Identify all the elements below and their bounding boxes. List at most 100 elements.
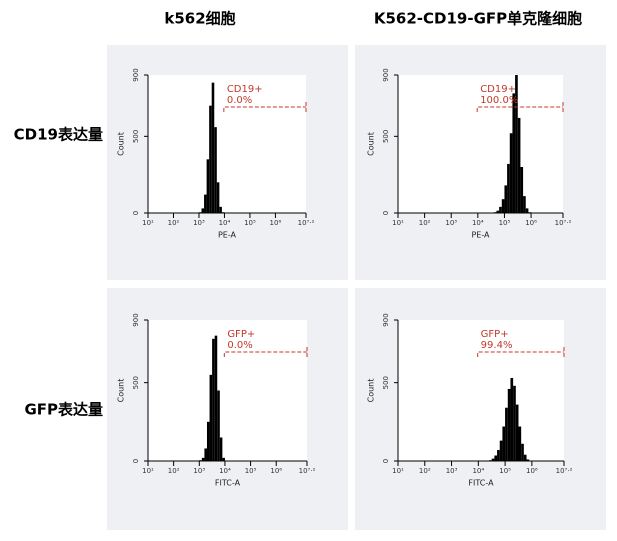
gate [223,102,307,112]
column-header: k562细胞 [164,10,235,28]
histogram-bar [520,167,524,213]
histogram-bar [517,117,521,213]
plot-area [148,75,306,213]
x-tick-label: 10³ [446,467,458,475]
x-tick-label: 10⁶ [525,219,537,227]
x-tick-label: 10⁴ [219,219,231,227]
histogram-bar [502,426,506,461]
histogram-bar [214,127,217,213]
histogram-bar [499,206,502,213]
gate [476,102,564,112]
histogram-bar [206,159,210,213]
x-tick-label: 10³ [193,467,205,475]
column-header: K562-CD19-GFP单克隆细胞 [374,10,582,28]
y-tick-label: 500 [382,130,390,143]
y-axis-label: Count [117,379,126,403]
histogram-bar [497,450,500,461]
histogram-bar [204,448,207,461]
x-axis-label: PE-A [218,231,237,240]
x-tick-label: 10³ [193,219,205,227]
histogram-bar [201,457,205,461]
x-tick-label: 10¹ [142,467,154,475]
x-axis-label: FITC-A [468,479,494,488]
x-tick-label: 10² [419,219,431,227]
y-tick-label: 500 [382,376,390,389]
y-tick-label: 900 [132,313,140,326]
histogram-bar [499,440,503,461]
x-tick-label: 10⁷·² [556,467,573,475]
row-header: GFP表达量 [24,401,103,419]
histogram-bar [523,454,527,461]
gate-percent: 0.0% [227,95,252,106]
plot-area [148,320,307,461]
x-tick-label: 10¹ [392,219,404,227]
histogram-bar [217,390,220,461]
plot-area [398,75,563,213]
y-tick-label: 0 [382,211,390,215]
histogram-bar [204,194,207,213]
histogram-bar [212,338,215,461]
histogram-bar [211,82,215,214]
histogram-bar [509,133,513,213]
histogram-bar [222,457,225,461]
histogram-bar [507,163,510,213]
gate [477,347,565,357]
histogram-bar [510,377,514,461]
histogram-bar [221,212,225,213]
histogram-bar [512,93,516,213]
x-tick-label: 10¹ [142,219,154,227]
histogram-bar [501,199,505,213]
x-tick-label: 10² [168,219,180,227]
histogram-bar [201,208,205,213]
x-tick-label: 10¹ [392,467,404,475]
gate [223,347,308,357]
gate-name: GFP+ [481,329,509,340]
histogram-bar [491,458,495,461]
histogram-bar [209,105,212,213]
x-tick-label: 10⁵ [499,467,511,475]
histogram-bar [199,460,202,461]
x-axis-label: PE-A [471,231,490,240]
x-tick-label: 10⁵ [244,219,256,227]
x-tick-label: 10² [419,467,431,475]
histogram-bar [526,459,530,461]
gate-percent: 100.0% [480,95,518,106]
x-tick-label: 10⁶ [526,467,538,475]
gate-name: GFP+ [227,329,255,340]
y-tick-label: 900 [382,68,390,81]
x-tick-label: 10⁶ [270,219,282,227]
histogram-bar [198,212,202,213]
y-tick-label: 900 [132,68,140,81]
histogram-bar [489,460,492,461]
x-tick-label: 10⁷·² [299,467,316,475]
x-tick-label: 10³ [445,219,457,227]
histogram-bar [521,443,524,461]
x-tick-label: 10⁴ [472,467,484,475]
histogram-bar [214,335,218,461]
histogram-bar [513,385,516,461]
x-tick-label: 10⁵ [245,467,257,475]
x-axis-label: FITC-A [215,479,241,488]
y-axis-label: Count [367,379,376,403]
x-tick-label: 10⁴ [219,467,231,475]
histogram-bar [525,208,529,213]
gate-name: CD19+ [227,84,263,95]
y-tick-label: 0 [132,459,140,463]
y-tick-label: 0 [382,459,390,463]
x-tick-label: 10⁵ [499,219,511,227]
histogram-bar [219,206,222,213]
histogram-bar [496,210,500,213]
gate-percent: 0.0% [227,340,252,351]
gate-name: CD19+ [480,84,516,95]
histogram-bar [518,426,522,461]
row-header: CD19表达量 [14,126,103,144]
x-tick-label: 10⁷·² [298,219,315,227]
histogram-bar [219,437,223,461]
y-tick-label: 500 [132,130,140,143]
histogram-bar [523,196,526,213]
y-axis-label: Count [367,132,376,156]
y-tick-label: 900 [382,313,390,326]
histogram-bar [528,212,532,213]
y-tick-label: 0 [132,211,140,215]
